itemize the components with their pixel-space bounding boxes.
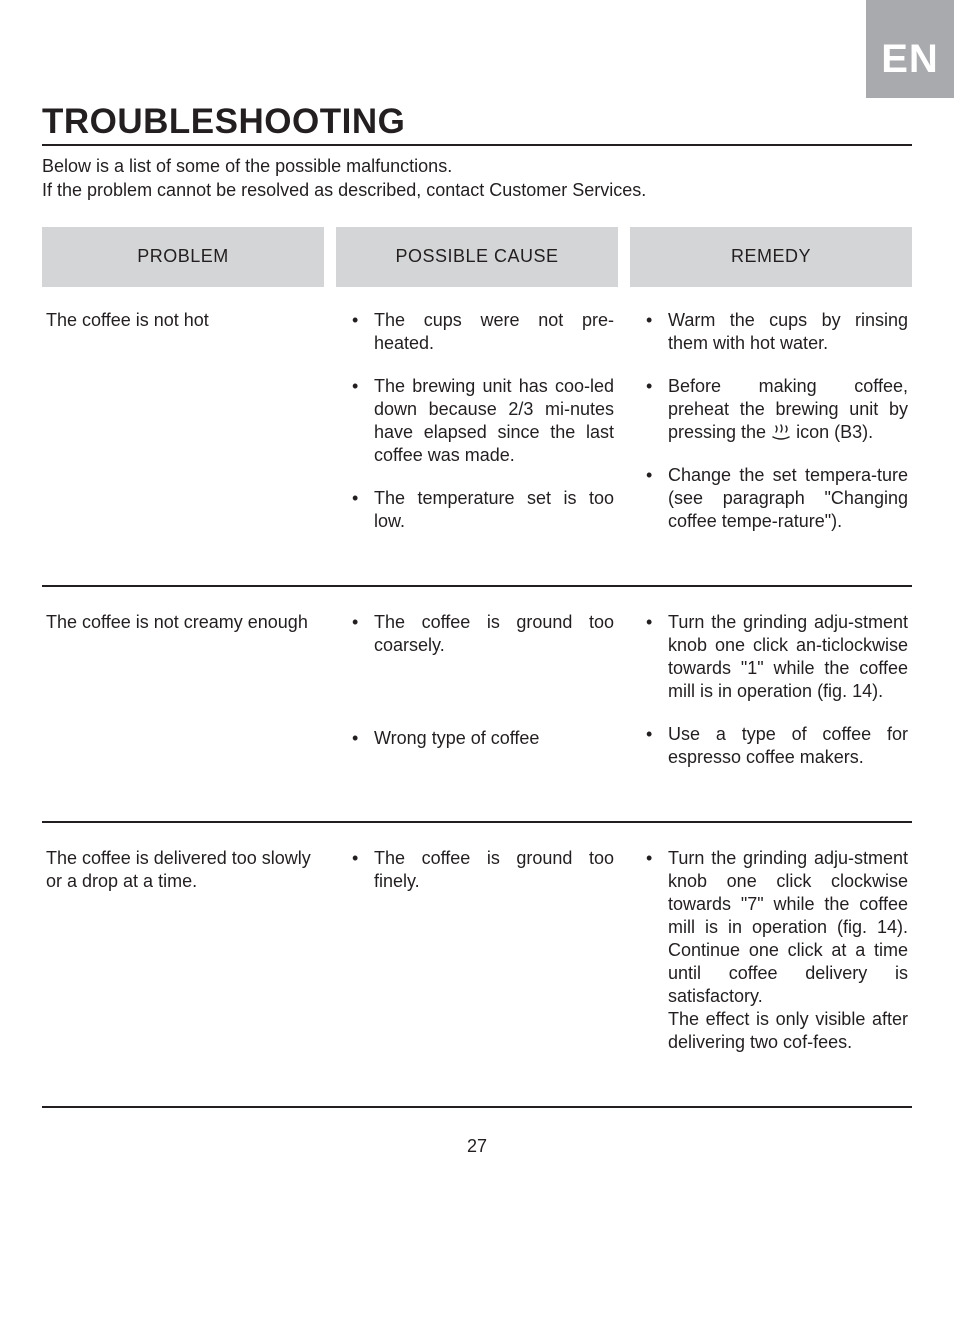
- remedy-item: Change the set tempera-ture (see paragra…: [634, 464, 908, 533]
- problem-text: The coffee is delivered too slowly or a …: [42, 841, 324, 900]
- header-cause: POSSIBLE CAUSE: [336, 227, 618, 287]
- remedy-item: Turn the grinding adju-stment knob one c…: [634, 611, 908, 703]
- cause-item: The temperature set is too low.: [340, 487, 614, 533]
- cause-item: The coffee is ground too coarsely.: [340, 611, 614, 657]
- header-problem: PROBLEM: [42, 227, 324, 287]
- steam-icon: [771, 424, 791, 440]
- table-row: The coffee is not creamy enough The coff…: [42, 605, 912, 823]
- page-number: 27: [42, 1136, 912, 1157]
- remedy-item: Turn the grinding adju-stment knob one c…: [634, 847, 908, 1054]
- language-code: EN: [881, 37, 939, 82]
- language-tab: EN: [866, 0, 954, 98]
- cause-item: Wrong type of coffee: [340, 727, 614, 750]
- cause-item: The cups were not pre-heated.: [340, 309, 614, 355]
- intro-text: Below is a list of some of the possible …: [42, 154, 912, 203]
- remedy-item: Use a type of coffee for espresso coffee…: [634, 723, 908, 769]
- cause-item: The coffee is ground too finely.: [340, 847, 614, 893]
- problem-text: The coffee is not creamy enough: [42, 605, 324, 640]
- problem-text: The coffee is not hot: [42, 303, 324, 338]
- page-title: TROUBLESHOOTING: [42, 102, 912, 146]
- table-row: The coffee is delivered too slowly or a …: [42, 841, 912, 1108]
- remedy-item: Warm the cups by rinsing them with hot w…: [634, 309, 908, 355]
- cause-item: The brewing unit has coo-led down becaus…: [340, 375, 614, 467]
- remedy-item: Before making coffee, preheat the brewin…: [634, 375, 908, 444]
- header-remedy: REMEDY: [630, 227, 912, 287]
- table-row: The coffee is not hot The cups were not …: [42, 303, 912, 587]
